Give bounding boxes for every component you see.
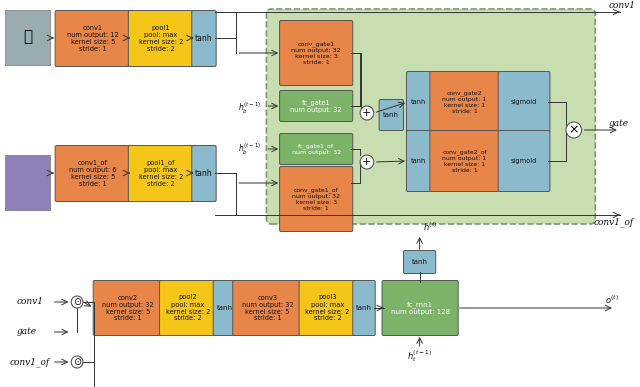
Circle shape <box>360 106 374 120</box>
Text: tanh: tanh <box>411 99 426 105</box>
Text: ⊙: ⊙ <box>73 357 81 367</box>
Text: ⊙: ⊙ <box>73 297 81 307</box>
Circle shape <box>566 122 582 138</box>
Text: tanh: tanh <box>195 34 212 43</box>
Text: conv_gate1
num output: 32
kernel size: 3
stride: 1: conv_gate1 num output: 32 kernel size: 3… <box>291 41 341 65</box>
FancyBboxPatch shape <box>93 281 163 336</box>
FancyBboxPatch shape <box>266 9 595 224</box>
Text: 👤: 👤 <box>23 29 32 45</box>
FancyBboxPatch shape <box>129 10 194 67</box>
Text: fc_gate1_of
num output: 32: fc_gate1_of num output: 32 <box>292 143 340 155</box>
Text: conv3
num output: 32
kernel size: 5
stride: 1: conv3 num output: 32 kernel size: 5 stri… <box>241 295 293 322</box>
Text: sigmoid: sigmoid <box>511 158 537 164</box>
FancyBboxPatch shape <box>5 155 50 210</box>
FancyBboxPatch shape <box>55 10 131 67</box>
FancyBboxPatch shape <box>430 72 499 132</box>
Text: conv1_of: conv1_of <box>10 357 50 367</box>
FancyBboxPatch shape <box>379 99 403 130</box>
Text: tanh: tanh <box>383 112 399 118</box>
FancyBboxPatch shape <box>353 281 375 336</box>
Text: +: + <box>362 108 372 118</box>
Text: conv_gate1_of
num output: 32
kernel size: 3
stride: 1: conv_gate1_of num output: 32 kernel size… <box>292 187 340 211</box>
Text: conv_gate2_of
num output: 1
kernel size: 1
stride: 1: conv_gate2_of num output: 1 kernel size:… <box>442 149 487 173</box>
FancyBboxPatch shape <box>406 130 431 192</box>
Text: pool1
pool: max
kernel size: 2
stride: 2: pool1 pool: max kernel size: 2 stride: 2 <box>139 25 183 52</box>
Circle shape <box>71 296 83 308</box>
Text: pool3
pool: max
kernel size: 2
stride: 2: pool3 pool: max kernel size: 2 stride: 2 <box>305 295 349 322</box>
FancyBboxPatch shape <box>280 134 353 164</box>
Text: sigmoid: sigmoid <box>511 99 537 105</box>
FancyBboxPatch shape <box>159 281 216 336</box>
Text: tanh: tanh <box>412 259 428 265</box>
Text: fc_gate1
num output: 32: fc_gate1 num output: 32 <box>291 99 342 113</box>
FancyBboxPatch shape <box>280 91 353 122</box>
Text: $h^{(t)}$: $h^{(t)}$ <box>422 221 437 233</box>
Text: pool1_of
pool: max
kernel size: 2
stride: 2: pool1_of pool: max kernel size: 2 stride… <box>139 159 183 187</box>
FancyBboxPatch shape <box>280 21 353 86</box>
Text: conv2
num output: 32
kernel size: 5
stride: 1: conv2 num output: 32 kernel size: 5 stri… <box>102 295 154 322</box>
FancyBboxPatch shape <box>192 146 216 202</box>
Text: gate: gate <box>17 327 36 337</box>
FancyBboxPatch shape <box>213 281 236 336</box>
Text: conv_gate2
num output: 1
kernel size: 1
stride: 1: conv_gate2 num output: 1 kernel size: 1 … <box>442 91 486 113</box>
FancyBboxPatch shape <box>280 166 353 231</box>
FancyBboxPatch shape <box>129 146 194 202</box>
FancyBboxPatch shape <box>430 130 499 192</box>
Circle shape <box>360 155 374 169</box>
Text: pool2
pool: max
kernel size: 2
stride: 2: pool2 pool: max kernel size: 2 stride: 2 <box>166 295 210 322</box>
FancyBboxPatch shape <box>299 281 356 336</box>
FancyBboxPatch shape <box>498 72 550 132</box>
Text: conv1: conv1 <box>609 2 636 10</box>
FancyBboxPatch shape <box>55 146 131 202</box>
Text: tanh: tanh <box>195 169 212 178</box>
Text: $h_b^{(t-1)}$: $h_b^{(t-1)}$ <box>238 100 261 116</box>
FancyBboxPatch shape <box>5 10 50 65</box>
FancyBboxPatch shape <box>403 250 436 274</box>
Circle shape <box>71 356 83 368</box>
FancyBboxPatch shape <box>406 72 431 132</box>
Text: +: + <box>362 157 372 167</box>
Text: $h_b^{(t-1)}$: $h_b^{(t-1)}$ <box>238 141 261 157</box>
Text: fc_rnn1
num output: 128: fc_rnn1 num output: 128 <box>390 301 450 315</box>
FancyBboxPatch shape <box>233 281 302 336</box>
Text: conv1: conv1 <box>17 298 44 307</box>
FancyBboxPatch shape <box>382 281 458 336</box>
Text: conv1
num output: 12
kernel size: 5
stride: 1: conv1 num output: 12 kernel size: 5 stri… <box>67 25 118 52</box>
Text: conv1_of
num output: 6
kernel size: 5
stride: 1: conv1_of num output: 6 kernel size: 5 st… <box>69 159 116 187</box>
Text: tanh: tanh <box>411 158 426 164</box>
Text: gate: gate <box>609 120 629 128</box>
Text: tanh: tanh <box>216 305 232 311</box>
FancyBboxPatch shape <box>192 10 216 67</box>
Text: ×: × <box>568 123 579 137</box>
Text: $o^{(t)}$: $o^{(t)}$ <box>605 294 619 306</box>
Text: conv1_of: conv1_of <box>593 217 634 227</box>
Text: tanh: tanh <box>356 305 372 311</box>
FancyBboxPatch shape <box>498 130 550 192</box>
Text: $h_t^{(t-1)}$: $h_t^{(t-1)}$ <box>407 348 432 364</box>
